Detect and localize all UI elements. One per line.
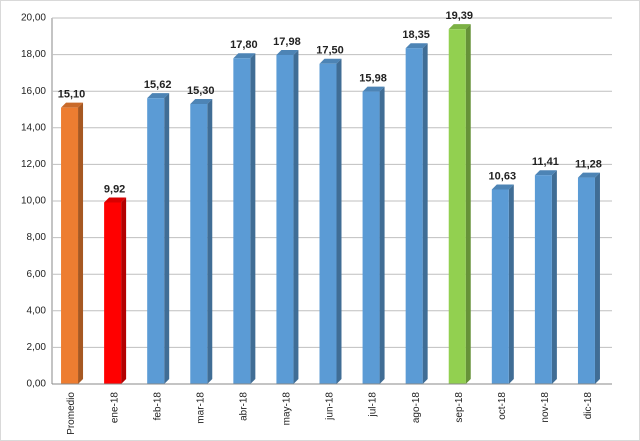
bar-side — [508, 184, 514, 384]
bar-top — [405, 43, 428, 49]
y-tick-label: 14,00 — [21, 122, 46, 133]
y-tick-label: 16,00 — [21, 86, 46, 97]
x-tick-label: jun-18 — [325, 392, 336, 421]
bar — [147, 98, 165, 385]
bar-side — [422, 43, 428, 384]
bar-top — [577, 172, 600, 178]
bar-top — [276, 49, 299, 55]
x-tick-label: mar-18 — [195, 392, 206, 424]
bar-side — [293, 49, 299, 384]
bar — [405, 48, 423, 384]
bar-side — [164, 93, 170, 385]
bar-side — [465, 24, 471, 385]
value-label: 9,92 — [104, 183, 125, 195]
bar-side — [121, 197, 127, 384]
bar — [534, 175, 552, 384]
x-tick-label: ago-18 — [411, 392, 422, 424]
x-tick-label: jul-18 — [368, 392, 379, 418]
bar-top — [233, 53, 256, 59]
bar-top — [534, 170, 557, 176]
x-tick-label: may-18 — [282, 392, 293, 426]
x-tick-label: oct-18 — [497, 392, 508, 420]
value-label: 19,39 — [445, 10, 473, 22]
y-tick-label: 2,00 — [27, 342, 47, 353]
bar-side — [250, 53, 256, 384]
value-label: 17,98 — [273, 36, 301, 48]
y-tick-label: 6,00 — [27, 269, 47, 280]
y-tick-label: 12,00 — [21, 159, 46, 170]
bar-top — [362, 86, 385, 92]
bar-side — [207, 99, 213, 384]
x-tick-label: Promedio — [66, 392, 77, 435]
x-tick-label: ene-18 — [109, 392, 120, 424]
y-tick-label: 20,00 — [21, 13, 46, 24]
value-label: 11,28 — [575, 158, 602, 170]
x-tick-label: abr-18 — [238, 392, 249, 421]
bar — [61, 107, 79, 385]
bar — [190, 104, 208, 384]
value-label: 18,35 — [402, 29, 430, 41]
x-tick-label: dic-18 — [583, 392, 594, 420]
y-tick-label: 18,00 — [21, 49, 46, 60]
bar — [104, 202, 122, 384]
bar-top — [147, 93, 170, 99]
x-tick-label: sep-18 — [454, 392, 465, 423]
bar — [448, 29, 466, 385]
value-label: 15,62 — [144, 79, 172, 91]
bar-top — [448, 24, 471, 30]
value-label: 17,50 — [316, 45, 344, 57]
bar-side — [379, 86, 385, 384]
bar — [491, 189, 509, 384]
bar — [362, 91, 380, 384]
value-label: 10,63 — [489, 170, 517, 182]
x-tick-label: feb-18 — [152, 392, 163, 421]
value-label: 15,98 — [359, 72, 387, 84]
bar — [577, 177, 595, 384]
bar-side — [594, 172, 600, 384]
bar — [319, 63, 337, 384]
y-tick-label: 8,00 — [27, 232, 47, 243]
bar — [233, 58, 251, 384]
bar-top — [104, 197, 127, 203]
bar-side — [551, 170, 557, 384]
bar-top — [190, 99, 213, 105]
y-tick-label: 10,00 — [21, 196, 46, 207]
value-label: 11,41 — [532, 156, 559, 168]
x-tick-label: nov-18 — [540, 392, 551, 423]
bar-top — [491, 184, 514, 190]
bar-top — [319, 58, 342, 64]
bar-side — [78, 102, 84, 385]
bar-top — [61, 102, 84, 108]
bar — [276, 54, 294, 384]
bar-side — [336, 58, 342, 384]
y-tick-label: 4,00 — [27, 305, 47, 316]
y-tick-label: 0,00 — [27, 379, 47, 390]
value-label: 17,80 — [230, 39, 258, 51]
value-label: 15,30 — [187, 85, 215, 97]
value-label: 15,10 — [58, 89, 86, 101]
